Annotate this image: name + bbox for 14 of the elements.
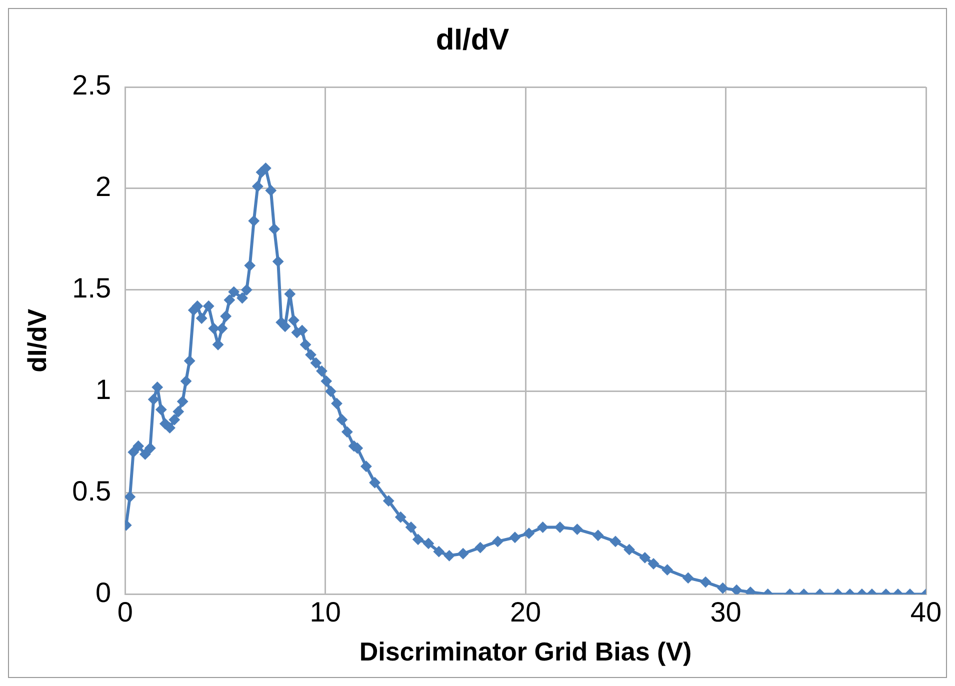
x-tick-label: 0 (117, 596, 133, 628)
x-tick-label: 20 (510, 596, 542, 628)
y-tick-label: 1 (96, 374, 112, 406)
x-tick-label: 30 (710, 596, 742, 628)
x-tick-label: 10 (310, 596, 341, 628)
y-tick-label: 2 (96, 171, 112, 202)
x-tick-label: 40 (910, 596, 942, 628)
y-tick-label: 0.5 (72, 475, 112, 506)
y-tick-label: 2.5 (72, 70, 112, 101)
y-tick-label: 0 (96, 576, 112, 608)
y-axis-title: dI/dV (22, 308, 52, 372)
y-tick-label: 1.5 (72, 272, 112, 304)
chart-title: dI/dV (436, 23, 510, 56)
x-axis-title: Discriminator Grid Bias (V) (359, 636, 692, 667)
